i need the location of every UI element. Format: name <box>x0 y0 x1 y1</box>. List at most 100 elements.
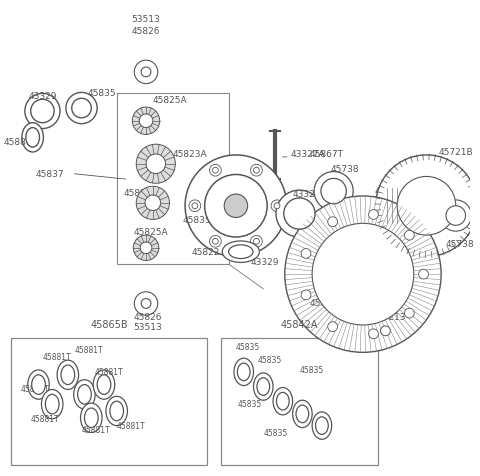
Circle shape <box>301 290 311 300</box>
Circle shape <box>134 292 158 315</box>
Ellipse shape <box>61 365 75 385</box>
Text: 45835: 45835 <box>300 366 324 375</box>
Ellipse shape <box>78 385 91 404</box>
Ellipse shape <box>238 363 250 381</box>
Circle shape <box>369 209 378 219</box>
Text: 45835: 45835 <box>87 89 116 98</box>
Text: 45835: 45835 <box>182 216 211 225</box>
Text: 45826: 45826 <box>133 313 162 322</box>
Circle shape <box>399 198 415 214</box>
Text: 45721B: 45721B <box>438 148 473 157</box>
Text: 45881T: 45881T <box>3 138 37 147</box>
Circle shape <box>213 238 218 244</box>
Circle shape <box>276 190 323 237</box>
Ellipse shape <box>312 412 332 439</box>
Circle shape <box>405 230 414 240</box>
Circle shape <box>253 167 259 173</box>
Text: 45881T: 45881T <box>42 353 71 362</box>
Circle shape <box>141 298 151 308</box>
Circle shape <box>405 308 414 318</box>
Circle shape <box>285 196 441 352</box>
Bar <box>11 337 206 465</box>
Text: 45822: 45822 <box>192 248 220 257</box>
Circle shape <box>136 144 175 183</box>
Text: 45842A: 45842A <box>281 320 318 330</box>
Circle shape <box>284 198 315 229</box>
Circle shape <box>141 67 151 77</box>
Circle shape <box>132 107 160 134</box>
Text: 45881T: 45881T <box>21 386 49 394</box>
Text: 45881T: 45881T <box>94 368 123 377</box>
Ellipse shape <box>26 128 39 147</box>
Text: 45271: 45271 <box>360 197 388 206</box>
Text: 45835: 45835 <box>238 400 262 409</box>
Ellipse shape <box>296 405 309 423</box>
Text: 53513: 53513 <box>133 323 162 332</box>
Circle shape <box>393 192 420 219</box>
Text: 45825A: 45825A <box>153 96 188 105</box>
Circle shape <box>356 209 370 223</box>
Text: 45835: 45835 <box>257 356 282 365</box>
Circle shape <box>189 200 201 212</box>
Ellipse shape <box>315 417 328 435</box>
Ellipse shape <box>84 408 98 427</box>
Circle shape <box>192 203 198 208</box>
Circle shape <box>185 155 287 257</box>
Ellipse shape <box>106 397 128 426</box>
Circle shape <box>140 242 152 254</box>
Text: 43213: 43213 <box>378 313 406 322</box>
Text: 45826: 45826 <box>132 27 160 36</box>
Ellipse shape <box>273 387 293 415</box>
Bar <box>385 188 429 223</box>
Circle shape <box>133 235 159 260</box>
Circle shape <box>446 206 466 225</box>
Text: 45823A: 45823A <box>123 189 158 198</box>
Ellipse shape <box>57 360 79 389</box>
Text: 45881T: 45881T <box>82 426 110 436</box>
Ellipse shape <box>93 370 115 399</box>
Ellipse shape <box>28 370 49 399</box>
Circle shape <box>136 186 169 219</box>
Text: 45881T: 45881T <box>75 346 103 355</box>
Text: 53513: 53513 <box>132 15 160 24</box>
Ellipse shape <box>276 392 289 410</box>
Ellipse shape <box>46 394 59 414</box>
Text: 45881T: 45881T <box>117 422 145 430</box>
Text: 43329: 43329 <box>29 92 57 101</box>
Text: 45837: 45837 <box>36 169 64 178</box>
Ellipse shape <box>228 245 253 258</box>
Circle shape <box>419 269 429 279</box>
Ellipse shape <box>22 123 43 152</box>
Text: 43329: 43329 <box>251 258 279 267</box>
Text: 45825A: 45825A <box>133 228 168 237</box>
Ellipse shape <box>81 403 102 433</box>
Text: 45867T: 45867T <box>309 150 343 159</box>
Ellipse shape <box>32 375 46 394</box>
Circle shape <box>271 200 283 212</box>
Circle shape <box>134 60 158 84</box>
Circle shape <box>145 195 161 211</box>
Circle shape <box>210 164 221 176</box>
Circle shape <box>146 154 166 174</box>
Text: 45832: 45832 <box>309 298 338 307</box>
Circle shape <box>31 99 54 123</box>
Circle shape <box>321 178 347 204</box>
Ellipse shape <box>110 401 123 421</box>
Ellipse shape <box>253 373 273 400</box>
Circle shape <box>440 200 471 231</box>
Ellipse shape <box>41 389 63 419</box>
Text: 45865B: 45865B <box>90 320 128 330</box>
Text: 45738: 45738 <box>331 166 360 175</box>
Ellipse shape <box>234 358 253 386</box>
Circle shape <box>397 177 456 235</box>
Circle shape <box>251 164 262 176</box>
Circle shape <box>328 217 337 227</box>
Circle shape <box>312 223 414 325</box>
Text: 45722A: 45722A <box>375 187 409 196</box>
Ellipse shape <box>74 380 95 409</box>
Circle shape <box>139 114 153 128</box>
Circle shape <box>253 238 259 244</box>
Ellipse shape <box>97 375 111 394</box>
Circle shape <box>328 322 337 331</box>
Bar <box>117 93 229 264</box>
